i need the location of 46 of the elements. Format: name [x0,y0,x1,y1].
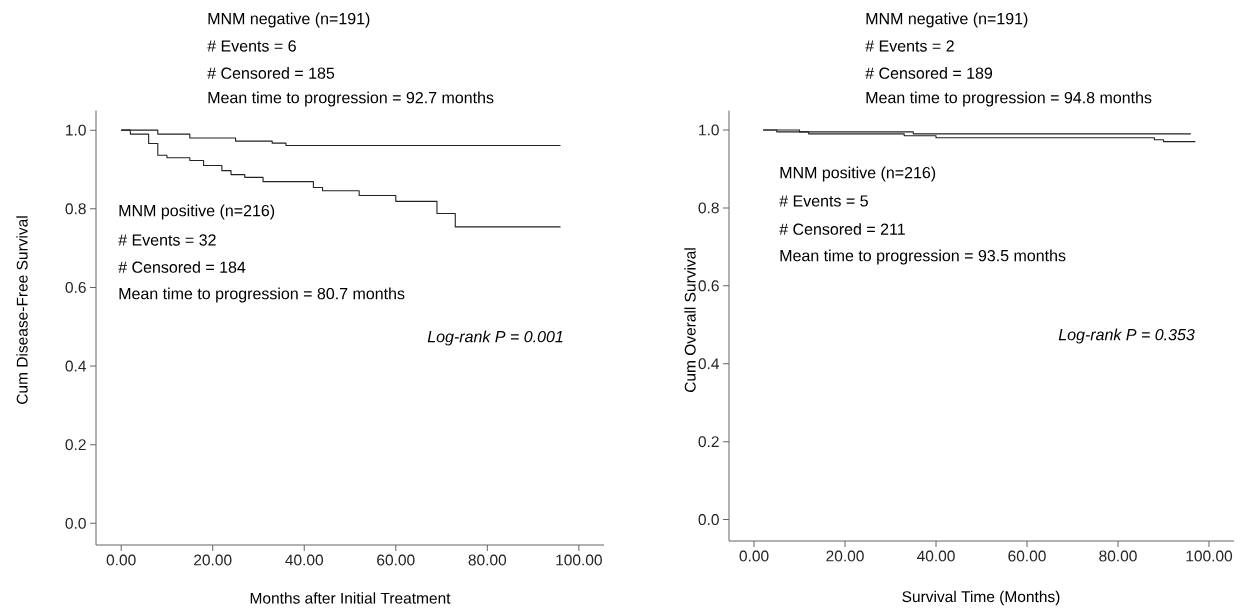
y-tick-label: 0.6 [698,280,719,292]
annotation: # Censored = 184 [118,261,246,273]
text: # Events = 2 [865,40,954,52]
y-tick-label: 0.8 [65,203,86,215]
x-tick-label: 60.00 [377,554,415,566]
text: # Events = 6 [207,40,296,52]
y-tick-label: 0.2 [698,436,719,448]
x-tick-label: 40.00 [285,554,324,566]
annotation: MNM positive (n=216) [119,204,275,220]
x-tick-label: 20.00 [826,550,864,562]
annotation: MNM positive (n=216) [780,166,936,182]
x-tick-label: 100.00 [1186,550,1233,562]
y-tick-label: 0.0 [65,517,86,529]
text: MNM negative (n=191) [866,12,1028,28]
x-axis-title: Months after Initial Treatment [250,592,451,604]
x-tick-label: 0.00 [106,554,136,566]
x-tick-label: 80.00 [468,554,507,566]
annotation: Log-rank P = 0.001 [427,330,563,346]
y-tick-label: 0.4 [65,360,87,372]
x-tick-label: 20.00 [194,554,232,566]
annotation: Mean time to progression = 80.7 months [119,287,405,303]
text: # Censored = 185 [207,67,335,79]
y-tick-label: 0.2 [65,439,86,451]
annotation: # Censored = 211 [779,223,905,235]
text: Mean time to progression = 94.8 months [866,91,1152,107]
x-tick-label: 80.00 [1099,550,1137,562]
y-tick-label: 1.0 [66,124,86,136]
y-tick-label: 0.8 [698,202,719,214]
text: # Censored = 189 [865,67,993,79]
x-tick-label: 40.00 [916,550,955,562]
x-tick-label: 100.00 [556,554,602,566]
x-tick-label: 60.00 [1008,550,1046,562]
y-axis-title: Cum Disease-Free Survival [16,216,28,404]
y-axis-title: Cum Overall Survival [684,248,696,392]
x-tick-label: 0.00 [739,550,769,562]
annotation: Mean time to progression = 93.5 months [780,249,1066,265]
y-tick-label: 0.6 [65,281,86,293]
text: MNM negative (n=191) [208,12,370,28]
y-tick-label: 1.0 [699,124,719,136]
annotation: # Events = 5 [779,195,868,207]
text: Mean time to progression = 92.7 months [208,91,494,107]
annotation: # Events = 32 [118,234,216,246]
x-axis-title: Survival Time (Months) [902,590,1060,606]
y-tick-label: 0.0 [698,514,719,526]
y-tick-label: 0.4 [698,358,720,370]
annotation: Log-rank P = 0.353 [1058,328,1195,344]
